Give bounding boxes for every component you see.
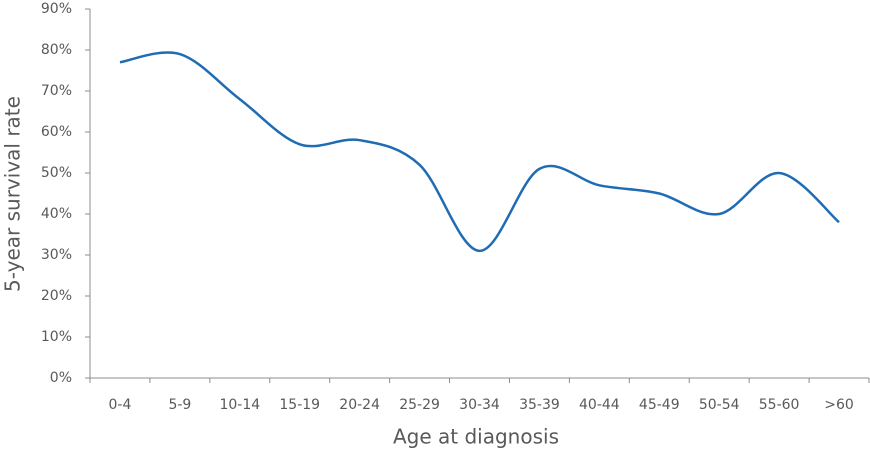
y-axis-title: 5-year survival rate [1, 96, 25, 292]
data-line [119, 51, 840, 253]
x-tick-label: 30-34 [459, 397, 500, 413]
x-tick-label: >60 [824, 397, 854, 413]
y-tick-label: 30% [41, 247, 72, 263]
x-tick-label: 50-54 [699, 397, 740, 413]
y-tick-label: 90% [41, 1, 72, 17]
x-tick-label: 55-60 [759, 397, 800, 413]
x-axis-title: Age at diagnosis [393, 425, 559, 449]
x-tick-label: 10-14 [219, 397, 260, 413]
x-tick-label: 25-29 [399, 397, 440, 413]
x-tick-label: 20-24 [339, 397, 380, 413]
y-tick-label: 0% [50, 370, 72, 386]
x-tick-label: 15-19 [279, 397, 320, 413]
y-tick-label: 80% [41, 42, 72, 58]
y-tick-label: 50% [41, 165, 72, 181]
x-tick-label: 0-4 [109, 397, 132, 413]
x-tick-label: 40-44 [579, 397, 620, 413]
y-tick-label: 70% [41, 83, 72, 99]
x-tick-label: 35-39 [519, 397, 560, 413]
y-tick-label: 10% [41, 329, 72, 345]
y-tick-label: 20% [41, 288, 72, 304]
y-tick-label: 40% [41, 206, 72, 222]
x-tick-label: 45-49 [639, 397, 680, 413]
y-tick-label: 60% [41, 124, 72, 140]
x-tick-label: 5-9 [168, 397, 191, 413]
